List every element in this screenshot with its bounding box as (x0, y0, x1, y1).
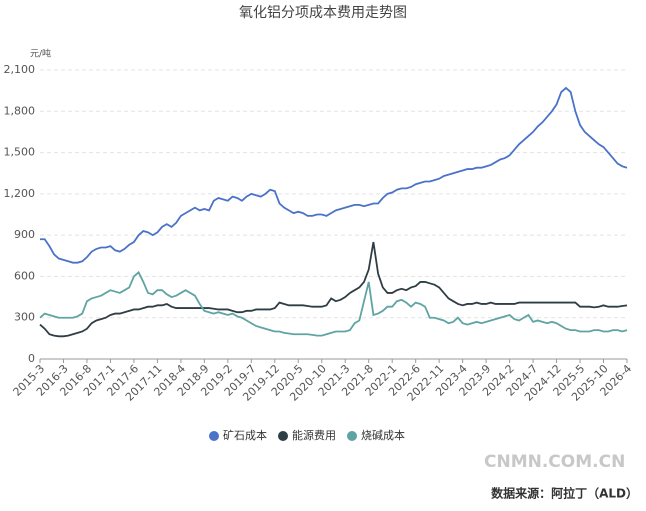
chart-title: 氧化铝分项成本费用走势图 (239, 5, 407, 21)
y-tick-label: 300 (14, 311, 35, 324)
y-tick-label: 1,800 (4, 104, 36, 117)
legend-label: 能源费用 (292, 428, 336, 442)
y-tick-label: 1,500 (4, 146, 36, 159)
legend-marker (209, 431, 219, 441)
y-tick-label: 2,100 (4, 63, 36, 76)
y-axis-unit: 元/吨 (30, 48, 51, 60)
series-line (39, 270, 628, 337)
legend-marker (347, 431, 357, 441)
y-tick-label: 900 (14, 228, 35, 241)
series-line (40, 86, 628, 264)
y-tick-label: 0 (28, 352, 35, 365)
legend-label: 烧碱成本 (361, 428, 405, 442)
y-tick-label: 1,200 (4, 187, 36, 200)
legend-label: 矿石成本 (223, 428, 267, 442)
legend-marker (278, 431, 288, 441)
source-note: 数据来源：阿拉丁（ALD） (491, 486, 638, 501)
y-tick-label: 600 (14, 269, 35, 282)
series-line (39, 241, 628, 338)
site-watermark: CNMN.COM.CN (484, 452, 625, 472)
